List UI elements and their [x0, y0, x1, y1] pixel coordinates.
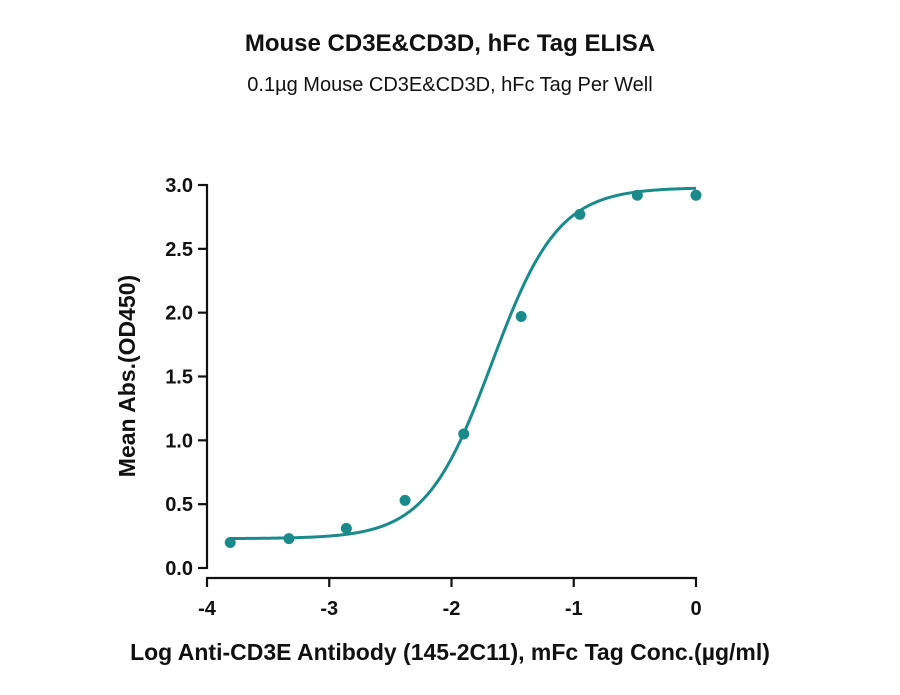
x-tick-label: 0 [690, 598, 701, 620]
data-point [399, 494, 411, 506]
chart-title: Mouse CD3E&CD3D, hFc Tag ELISA [244, 30, 656, 57]
data-point [574, 208, 586, 220]
data-points-layer [224, 189, 702, 548]
axes [198, 183, 698, 587]
y-tick-label: 0.5 [165, 494, 193, 516]
data-point [283, 533, 295, 545]
y-tick-label: 0.0 [165, 558, 193, 580]
fit-curve-layer [230, 186, 697, 540]
chart-subtitle: 0.1µg Mouse CD3E&CD3D, hFc Tag Per Well [247, 74, 653, 96]
x-tick-label: -4 [198, 598, 217, 620]
data-point [690, 189, 702, 201]
y-tick-label: 2.5 [165, 239, 193, 261]
y-tick-label: 1.0 [165, 430, 193, 452]
fit-curve [230, 186, 697, 540]
x-tick-label: -1 [565, 598, 583, 620]
y-axis-title: Mean Abs.(OD450) [114, 275, 140, 477]
x-tick-label: -3 [320, 598, 338, 620]
data-point [340, 522, 352, 534]
data-point [458, 428, 470, 440]
data-point [224, 536, 236, 548]
axis-labels-layer: 0.0 0.5 1.0 1.5 2.0 2.5 3.0 -4 -3 -2 -1 0 Log Anti-C… [114, 175, 770, 665]
x-axis-title: Log Anti-CD3E Antibody (145-2C11), mFc T… [130, 639, 770, 665]
x-tick-label: -2 [443, 598, 461, 620]
data-point [631, 189, 643, 201]
data-point [515, 310, 527, 322]
y-tick-label: 1.5 [165, 367, 193, 389]
y-tick-label: 3.0 [165, 175, 193, 197]
y-tick-label: 2.0 [165, 303, 193, 325]
